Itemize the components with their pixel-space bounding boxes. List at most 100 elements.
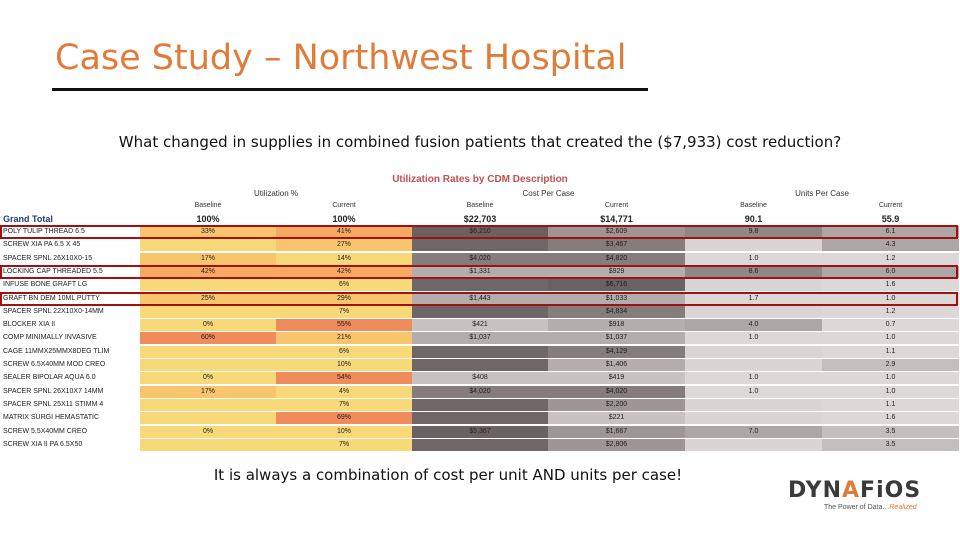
- table-cell: 6%: [276, 345, 412, 358]
- table-row: LOCKING CAP THREADED 5.5 42% 42% $1,331 $929…: [0, 265, 960, 278]
- tagline-accent: Realized: [889, 504, 917, 511]
- row-label: SPACER SPNL 26X10X7 14MM: [3, 387, 104, 395]
- table-row: GRAFT BN DEM 10ML PUTTY 25% 29% $1,443 $1,03…: [0, 292, 960, 305]
- table-cell: $4,820: [548, 252, 685, 265]
- table-cell: $1,033: [548, 292, 685, 305]
- table-cell: $918: [548, 319, 685, 332]
- group-header: Utilization %: [253, 189, 298, 198]
- table-cell: [685, 412, 822, 425]
- table-cell: [412, 359, 548, 371]
- table-cell: 21%: [276, 332, 412, 345]
- table-cell: 14%: [276, 252, 412, 265]
- table-cell: [140, 438, 276, 451]
- table-cell: [412, 279, 548, 292]
- table-cell: $14,771: [600, 214, 633, 224]
- table-row: SCREW XIA PA 6.5 X 45 27% $3,467 4.3: [0, 239, 960, 252]
- table-row: SEALER BIPOLAR AQUA 6.0 0% 54% $408 $419 1.0 1…: [0, 372, 960, 385]
- table-cell: 1.0: [685, 332, 822, 345]
- table-cell: [412, 412, 548, 425]
- table-cell: [140, 398, 276, 411]
- table-cell: $22,703: [463, 214, 497, 224]
- highlight-box: [0, 225, 958, 240]
- column-subheader: Baseline: [194, 202, 222, 209]
- column-subheader: Baseline: [740, 202, 767, 209]
- table-cell: 1.0: [685, 372, 822, 385]
- table-cell: 17%: [140, 252, 276, 265]
- table-cell: [140, 345, 276, 358]
- table-cell: $6,716: [548, 279, 685, 292]
- table-cell: 4.3: [822, 239, 959, 252]
- row-label: Grand Total: [3, 214, 53, 224]
- table-cell: 17%: [140, 385, 276, 398]
- table-cell: 0%: [140, 425, 276, 438]
- table-cell: $4,020: [412, 385, 548, 398]
- table-cell: [140, 305, 276, 318]
- table-cell: $2,200: [548, 398, 685, 411]
- row-label: SCREW 6.5X40MM MOD CREO: [3, 361, 106, 368]
- group-header: Cost Per Case: [522, 189, 575, 198]
- table-cell: $3,467: [548, 239, 685, 252]
- table-cell: 10%: [276, 425, 412, 438]
- table-cell: 7%: [276, 438, 412, 451]
- row-label: POLY TULIP THREAD 6.5: [3, 228, 85, 235]
- table-cell: $4,020: [548, 385, 685, 398]
- table-cell: $4,020: [412, 252, 548, 265]
- table-title: Utilization Rates by CDM Description: [392, 174, 568, 185]
- table-cell: 4.0: [685, 319, 822, 332]
- table-cell: 55%: [276, 319, 412, 332]
- column-subheader: Baseline: [466, 202, 494, 209]
- table-cell: $2,806: [548, 438, 685, 451]
- table-cell: [412, 239, 548, 252]
- logo-accent-letter: A: [842, 478, 861, 503]
- table-cell: [412, 438, 548, 451]
- footer-text: It is always a combination of cost per u…: [213, 466, 683, 484]
- highlight-box: [0, 291, 958, 306]
- table-cell: 29%: [276, 292, 412, 305]
- table-cell: 2.9: [822, 359, 959, 371]
- slide-title: Case Study – Northwest Hospital: [55, 38, 627, 78]
- table-cell: 55.9: [881, 214, 900, 224]
- question-text: What changed in supplies in combined fus…: [118, 133, 842, 151]
- table-row: POLY TULIP THREAD 6.5 33% 41% $6,210 $2,609 9…: [0, 226, 960, 238]
- table-cell: $1,667: [548, 425, 685, 438]
- table-cell: 100%: [332, 214, 356, 224]
- table-cell: 42%: [140, 265, 276, 278]
- table-row: SCREW 6.5X40MM MOD CREO 10% $1,406 2.9: [0, 359, 960, 371]
- row-label: GRAFT BN DEM 10ML PUTTY: [3, 294, 100, 302]
- row-label: SEALER BIPOLAR AQUA 6.0: [3, 374, 96, 382]
- dynafios-logo: DYNAFiOS: [788, 478, 922, 503]
- table-cell: 0.7: [822, 319, 959, 332]
- table-cell: [685, 359, 822, 371]
- table-row: BLOCKER XIA II 0% 55% $421 $918 4.0 0.7: [0, 319, 960, 332]
- table-cell: 1.2: [822, 305, 959, 318]
- logo-tagline: The Power of Data…Realized: [824, 504, 917, 511]
- row-label: SPACER SPNL 26X10X0-15: [3, 254, 93, 262]
- table-cell: $421: [412, 319, 548, 332]
- column-subheader: Current: [332, 202, 356, 209]
- table-cell: 1.0: [822, 385, 959, 398]
- table-cell: $419: [548, 372, 685, 385]
- table-row: SPACER SPNL 26X10X0-15 17% 14% $4,020 $4,820…: [0, 252, 960, 265]
- table-cell: 100%: [196, 214, 220, 224]
- group-header: Units Per Case: [795, 189, 849, 198]
- table-row: MATRIX SURGI HEMASTATIC 69% $221 1.6: [0, 412, 960, 425]
- table-cell: 1.0: [822, 332, 959, 345]
- table-cell: [412, 398, 548, 411]
- table-row: INFUSE BONE GRAFT LG 6% $6,716 1.6: [0, 279, 960, 292]
- table-cell: $1,443: [412, 292, 548, 305]
- table-cell: 6.0: [822, 265, 959, 278]
- table-cell: $1,331: [412, 265, 548, 278]
- table-cell: 25%: [140, 292, 276, 305]
- tagline-main: The Power of Data…: [824, 504, 890, 511]
- table-cell: 1.1: [822, 345, 959, 358]
- table-cell: 1.6: [822, 412, 959, 425]
- table-cell: 1.0: [822, 292, 959, 305]
- table-cell: 1.2: [822, 252, 959, 265]
- table-cell: $6,210: [412, 226, 548, 238]
- table-cell: 69%: [276, 412, 412, 425]
- table-cell: 6%: [276, 279, 412, 292]
- table-cell: 42%: [276, 265, 412, 278]
- table-cell: $1,037: [548, 332, 685, 345]
- table-cell: [412, 305, 548, 318]
- table-row: SCREW XIA II PA 6.5X50 7% $2,806 3.5: [0, 438, 960, 451]
